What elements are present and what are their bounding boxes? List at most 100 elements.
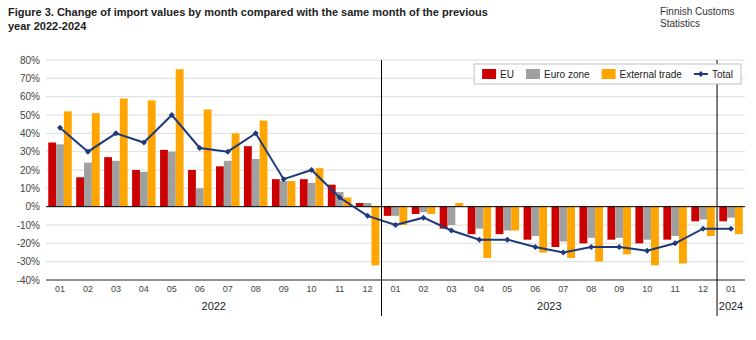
bar [595,207,603,262]
x-tick-label: 09 [279,284,289,294]
bar [607,207,615,240]
bar [260,121,268,207]
bar [635,207,643,244]
title-line: year 2022-2024 [8,20,87,32]
bar [280,181,288,207]
bar [552,207,560,247]
marker [337,195,343,201]
legend-label: Total [712,69,733,80]
bar [719,207,727,222]
y-tick-label: -40% [17,275,40,286]
bar [132,170,140,207]
marker [700,226,706,232]
bar [420,207,428,213]
line [60,115,731,253]
y-tick-label: -30% [17,256,40,267]
grid-line [46,96,745,97]
bar [104,157,112,207]
x-axis [46,280,745,281]
marker [476,237,482,243]
legend-label: External trade [620,69,683,80]
bar [148,100,156,206]
bar [511,207,519,231]
title: Figure 3. Change of import values by mon… [8,6,488,32]
legend-label: Euro zone [544,69,590,80]
grid-line [46,60,745,61]
bar [356,203,364,207]
y-tick-label: 40% [20,128,40,139]
marker [420,215,426,221]
x-tick-label: 06 [195,284,205,294]
x-tick-label: 10 [307,284,317,294]
x-tick-label: 09 [614,284,624,294]
bar [496,207,504,235]
y-tick-label: 60% [20,91,40,102]
year-label: 2023 [537,300,561,312]
x-tick-label: 12 [363,284,373,294]
legend-swatch [698,71,704,77]
bar [188,170,196,207]
y-tick-label: -20% [17,238,40,249]
x-tick-label: 01 [55,284,65,294]
bar [120,99,128,207]
marker [197,145,203,151]
marker [57,125,63,131]
bar [384,207,392,216]
line-series [57,112,734,256]
bar [252,159,260,207]
grid [46,60,745,280]
bar [364,203,372,207]
marker [309,167,315,173]
year-label: 2022 [202,300,226,312]
year-divider [717,60,718,316]
x-tick-label: 07 [223,284,233,294]
x-tick-label: 05 [167,284,177,294]
x-tick-label: 08 [586,284,596,294]
bar [643,207,651,240]
bar [168,152,176,207]
bar-series [64,69,743,265]
source-line: Statistics [660,18,700,29]
x-tick-label: 04 [139,284,149,294]
bar [579,207,587,244]
bar [92,113,100,206]
source-line: Finnish Customs [660,6,734,17]
legend-swatch [526,69,540,79]
bar [475,207,483,229]
chart: Figure 3. Change of import values by mon… [0,0,756,340]
marker [504,237,510,243]
marker [393,222,399,228]
marker [448,228,454,234]
grid-line [46,280,745,281]
bar [48,143,56,207]
bar [56,144,64,206]
x-tick-label: 08 [251,284,261,294]
bar [196,188,204,206]
legend-label: EU [500,69,514,80]
bar-series [56,144,735,241]
marker [113,130,119,136]
x-tick-label: 07 [558,284,568,294]
marker [532,244,538,250]
bar [160,150,168,207]
bar [663,207,671,240]
bar [448,207,456,225]
y-tick-label: 70% [20,73,40,84]
bar [727,207,735,218]
bar [587,207,595,238]
y-tick-label: 20% [20,165,40,176]
bar [455,203,463,207]
x-tick-label: 03 [111,284,121,294]
y-tick-label: 50% [20,110,40,121]
x-tick-label: 10 [642,284,652,294]
bar [503,207,511,231]
marker [141,140,147,146]
bar [412,207,420,214]
y-tick-label: -10% [17,220,40,231]
bar [112,161,120,207]
bar [84,163,92,207]
bar [427,207,435,214]
bar [539,207,547,253]
marker [85,149,91,155]
marker [560,250,566,256]
